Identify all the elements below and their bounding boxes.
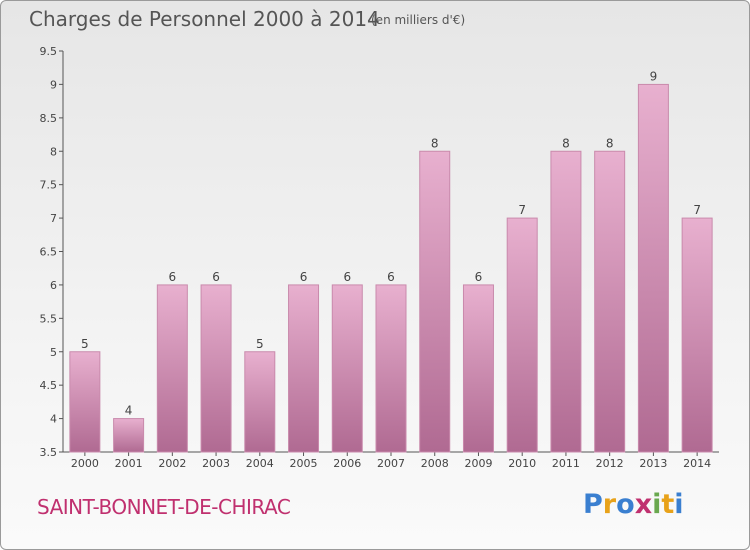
bar-2007 xyxy=(375,284,407,453)
data-label-2000: 5 xyxy=(81,337,89,351)
bar-2001 xyxy=(113,418,145,453)
data-label-2009: 6 xyxy=(475,270,483,284)
y-tick-label: 7 xyxy=(50,212,57,225)
x-tick-label: 2004 xyxy=(246,457,274,470)
x-tick-label: 2007 xyxy=(377,457,405,470)
bar-2006 xyxy=(331,284,363,453)
y-tick-label: 9.5 xyxy=(40,45,58,58)
bar-2002 xyxy=(156,284,188,453)
bar-2008 xyxy=(419,150,451,453)
y-tick-label: 4 xyxy=(50,413,57,426)
y-tick-label: 6.5 xyxy=(40,246,58,259)
data-label-2003: 6 xyxy=(212,270,220,284)
logo-letter: P xyxy=(583,489,603,520)
bar-2014 xyxy=(681,217,713,453)
x-tick-label: 2008 xyxy=(421,457,449,470)
y-tick-label: 5.5 xyxy=(40,312,58,325)
y-tick-label: 4.5 xyxy=(40,379,58,392)
x-tick-label: 2014 xyxy=(683,457,711,470)
x-tick-label: 2000 xyxy=(71,457,99,470)
data-label-2005: 6 xyxy=(300,270,308,284)
logo-letter: r xyxy=(602,489,617,520)
logo-letter: i xyxy=(652,489,662,520)
x-tick-label: 2005 xyxy=(290,457,318,470)
y-tick-label: 8.5 xyxy=(40,112,58,125)
bar-2000 xyxy=(69,351,101,453)
data-label-2013: 9 xyxy=(650,69,658,83)
bar-2004 xyxy=(244,351,276,453)
data-label-2012: 8 xyxy=(606,136,614,150)
chart-subtitle: (en milliers d'€) xyxy=(371,13,466,27)
data-label-2002: 6 xyxy=(169,270,177,284)
data-label-2006: 6 xyxy=(343,270,351,284)
y-tick-label: 3.5 xyxy=(40,446,58,459)
data-label-2008: 8 xyxy=(431,136,439,150)
x-tick-label: 2006 xyxy=(333,457,361,470)
x-tick-label: 2003 xyxy=(202,457,230,470)
bar-2013 xyxy=(637,83,669,453)
bar-2010 xyxy=(506,217,538,453)
y-tick-label: 9 xyxy=(50,78,57,91)
data-label-2014: 7 xyxy=(693,203,701,217)
x-tick-label: 2013 xyxy=(639,457,667,470)
y-tick-label: 5 xyxy=(50,346,57,359)
y-tick-label: 8 xyxy=(50,145,57,158)
bar-2012 xyxy=(594,150,626,453)
x-tick-label: 2009 xyxy=(464,457,492,470)
logo-letter: i xyxy=(674,489,684,520)
data-labels: 5 4 6 6 5 6 6 6 8 6 7 8 8 9 7 xyxy=(81,69,701,417)
x-tick-label: 2001 xyxy=(115,457,143,470)
logo-letter: t xyxy=(661,489,675,520)
proxiti-logo[interactable]: Proxiti xyxy=(583,489,684,520)
bar-2005 xyxy=(288,284,320,453)
commune-name: SAINT-BONNET-DE-CHIRAC xyxy=(37,495,291,519)
chart-title: Charges de Personnel 2000 à 2014 xyxy=(29,7,380,31)
x-tick-label: 2002 xyxy=(158,457,186,470)
bar-2009 xyxy=(462,284,494,453)
axes: 3.5 4 4.5 5 5.5 6 6.5 7 7.5 8 8.5 9 9.5 2000 2001 2002 2… xyxy=(40,45,719,470)
x-tick-label: 2011 xyxy=(552,457,580,470)
y-tick-label: 6 xyxy=(50,279,57,292)
data-label-2011: 8 xyxy=(562,136,570,150)
bar-2011 xyxy=(550,150,582,453)
logo-letter: o xyxy=(616,489,635,520)
data-label-2001: 4 xyxy=(125,404,133,418)
data-label-2004: 5 xyxy=(256,337,264,351)
x-tick-label: 2012 xyxy=(596,457,624,470)
data-label-2010: 7 xyxy=(518,203,526,217)
logo-letter: x xyxy=(634,489,653,520)
bars xyxy=(69,83,713,453)
data-label-2007: 6 xyxy=(387,270,395,284)
bar-2003 xyxy=(200,284,232,453)
x-tick-label: 2010 xyxy=(508,457,536,470)
y-tick-label: 7.5 xyxy=(40,179,58,192)
